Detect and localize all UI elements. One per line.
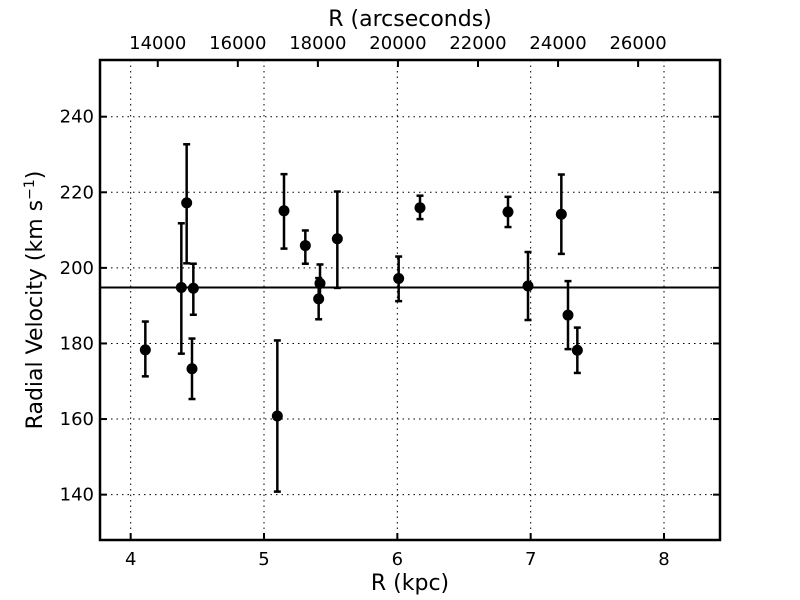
x-tick-label: 4 <box>125 549 136 570</box>
top-x-tick-label: 22000 <box>449 33 506 54</box>
y-axis-label-superscript: −1 <box>22 179 38 200</box>
y-tick-label: 200 <box>60 258 94 279</box>
error-bars <box>141 143 581 493</box>
y-tick-label: 140 <box>60 485 94 506</box>
data-point <box>181 197 193 209</box>
top-x-tick-label: 24000 <box>529 33 586 54</box>
x-axis-label: R (kpc) <box>371 571 449 596</box>
data-point <box>571 344 583 356</box>
y-tick-label: 160 <box>60 409 94 430</box>
top-x-tick-label: 14000 <box>129 33 186 54</box>
plot-frame <box>98 58 722 542</box>
data-point <box>522 280 534 292</box>
data-point <box>502 206 514 218</box>
x-tick-label: 5 <box>258 549 269 570</box>
data-point <box>186 363 198 375</box>
top-x-axis-label: R (arcseconds) <box>328 7 492 32</box>
top-x-tick-label: 26000 <box>609 33 666 54</box>
data-point <box>562 309 574 321</box>
data-point <box>175 282 187 294</box>
data-point <box>314 277 326 289</box>
data-points <box>139 197 583 422</box>
top-x-tick-labels: 14000 16000 18000 20000 22000 24000 26000 <box>129 33 667 54</box>
y-axis-label-close: ) <box>23 171 48 180</box>
y-tick-label: 180 <box>60 333 94 354</box>
data-point <box>414 202 426 214</box>
data-point <box>331 233 343 245</box>
x-tick-label: 7 <box>525 549 536 570</box>
data-point <box>278 205 290 217</box>
data-point <box>393 272 405 284</box>
x-tick-label: 6 <box>392 549 403 570</box>
top-x-tick-label: 16000 <box>209 33 266 54</box>
top-x-tick-label: 18000 <box>289 33 346 54</box>
data-point <box>187 282 199 294</box>
data-point <box>555 208 567 220</box>
data-point <box>299 240 311 252</box>
x-tick-label: 8 <box>658 549 669 570</box>
y-tick-labels: 140 160 180 200 220 240 <box>60 107 94 506</box>
data-point <box>271 410 283 422</box>
y-tick-label: 220 <box>60 182 94 203</box>
y-tick-label: 240 <box>60 107 94 128</box>
x-tick-labels: 4 5 6 7 8 <box>125 549 670 570</box>
y-axis-label-main: Radial Velocity (km s <box>23 200 48 429</box>
top-x-tick-label: 20000 <box>369 33 426 54</box>
data-point <box>313 293 325 305</box>
y-axis-label: Radial Velocity (km s−1) <box>22 171 48 430</box>
data-point <box>139 344 151 356</box>
